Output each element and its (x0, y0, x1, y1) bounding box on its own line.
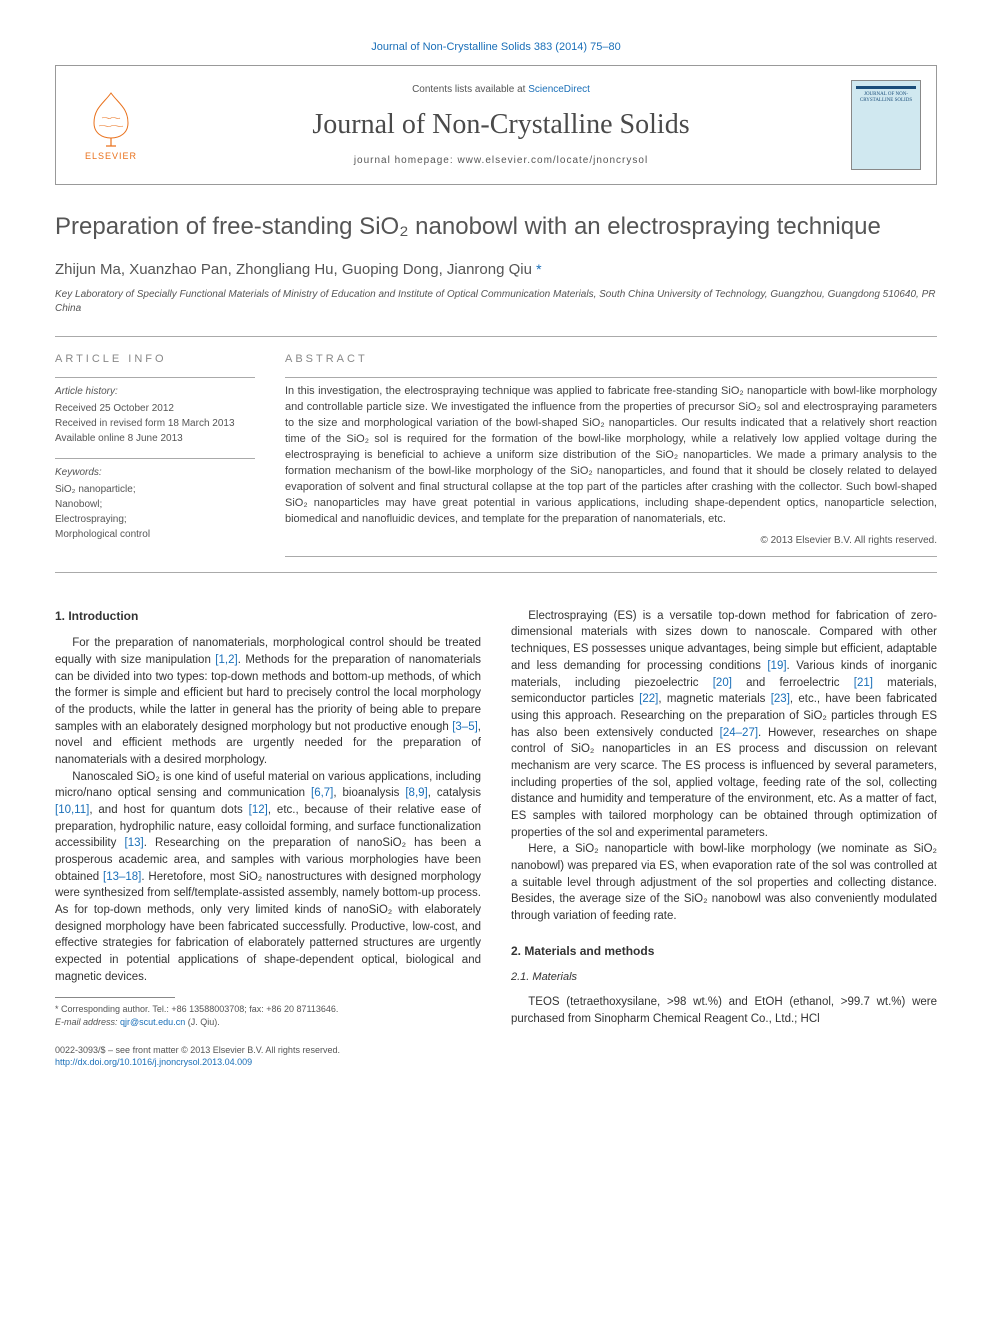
citation-link[interactable]: [24–27] (720, 727, 758, 739)
history-line: Available online 8 June 2013 (55, 431, 255, 446)
email-link[interactable]: qjr@scut.edu.cn (120, 1017, 185, 1027)
header-center: Contents lists available at ScienceDirec… (151, 83, 851, 168)
elsevier-logo: ELSEVIER (71, 88, 151, 163)
text: , catalysis (428, 787, 481, 799)
elsevier-tree-icon (84, 88, 139, 148)
text: , and host for quantum dots (89, 804, 248, 816)
keyword: SiO₂ nanoparticle; (55, 482, 255, 497)
citation-link[interactable]: [22] (639, 693, 658, 705)
article-info-heading: ARTICLE INFO (55, 352, 255, 367)
intro-heading: 1. Introduction (55, 608, 481, 625)
divider (285, 556, 937, 557)
email-label: E-mail address: (55, 1017, 120, 1027)
abstract-copyright: © 2013 Elsevier B.V. All rights reserved… (285, 534, 937, 548)
methods-heading: 2. Materials and methods (511, 943, 937, 960)
abstract: ABSTRACT In this investigation, the elec… (285, 352, 937, 557)
abstract-text: In this investigation, the electrosprayi… (285, 384, 937, 527)
paragraph: Nanoscaled SiO₂ is one kind of useful ma… (55, 769, 481, 986)
text: . However, researches on shape control o… (511, 727, 937, 839)
right-column: Electrospraying (ES) is a versatile top-… (511, 608, 937, 1069)
keywords-block: Keywords: SiO₂ nanoparticle; Nanobowl; E… (55, 465, 255, 542)
contents-prefix: Contents lists available at (412, 84, 528, 95)
journal-name: Journal of Non-Crystalline Solids (151, 105, 851, 144)
divider (285, 377, 937, 378)
citation-link[interactable]: [3–5] (452, 721, 478, 733)
text: and ferroelectric (732, 677, 854, 689)
citation-link[interactable]: [13] (125, 837, 144, 849)
info-abstract-row: ARTICLE INFO Article history: Received 2… (55, 352, 937, 557)
author-list: Zhijun Ma, Xuanzhao Pan, Zhongliang Hu, … (55, 259, 937, 280)
corr-tel-fax: * Corresponding author. Tel.: +86 135880… (55, 1003, 481, 1016)
email-suffix: (J. Qiu). (185, 1017, 220, 1027)
corresponding-footnote: * Corresponding author. Tel.: +86 135880… (55, 1003, 481, 1028)
citation-line: Journal of Non-Crystalline Solids 383 (2… (55, 40, 937, 55)
abstract-heading: ABSTRACT (285, 352, 937, 367)
article-info: ARTICLE INFO Article history: Received 2… (55, 352, 255, 557)
keyword: Morphological control (55, 527, 255, 542)
citation-link[interactable]: [6,7] (311, 787, 333, 799)
issn-line: 0022-3093/$ – see front matter © 2013 El… (55, 1044, 481, 1057)
divider (55, 377, 255, 378)
text: , bioanalysis (333, 787, 405, 799)
divider (55, 458, 255, 459)
corresponding-mark[interactable]: * (536, 261, 541, 277)
email-line: E-mail address: qjr@scut.edu.cn (J. Qiu)… (55, 1016, 481, 1029)
cover-bar-icon (856, 86, 916, 89)
homepage-url[interactable]: www.elsevier.com/locate/jnoncrysol (457, 155, 648, 166)
paragraph: Here, a SiO₂ nanoparticle with bowl-like… (511, 841, 937, 924)
text: , magnetic materials (658, 693, 770, 705)
affiliation: Key Laboratory of Specially Functional M… (55, 288, 937, 316)
footnote-divider (55, 997, 175, 998)
body-columns: 1. Introduction For the preparation of n… (55, 608, 937, 1069)
materials-subheading: 2.1. Materials (511, 970, 937, 986)
citation-link[interactable]: [19] (767, 660, 786, 672)
divider (55, 336, 937, 337)
cover-text: JOURNAL OF NON-CRYSTALLINE SOLIDS (852, 92, 920, 103)
text: . Heretofore, most SiO₂ nanostructures w… (55, 871, 481, 983)
keywords-label: Keywords: (55, 465, 255, 480)
paragraph: Electrospraying (ES) is a versatile top-… (511, 608, 937, 841)
citation-link[interactable]: [8,9] (405, 787, 427, 799)
divider (55, 572, 937, 573)
citation-link[interactable]: [13–18] (103, 871, 141, 883)
contents-line: Contents lists available at ScienceDirec… (151, 83, 851, 97)
journal-cover-thumbnail: JOURNAL OF NON-CRYSTALLINE SOLIDS (851, 80, 921, 170)
history-block: Article history: Received 25 October 201… (55, 384, 255, 446)
history-line: Received 25 October 2012 (55, 401, 255, 416)
paragraph: For the preparation of nanomaterials, mo… (55, 635, 481, 768)
citation-link[interactable]: [1,2] (215, 654, 237, 666)
doi-link[interactable]: http://dx.doi.org/10.1016/j.jnoncrysol.2… (55, 1057, 252, 1067)
citation-link[interactable]: [10,11] (55, 804, 89, 816)
homepage-prefix: journal homepage: (354, 155, 458, 166)
history-line: Received in revised form 18 March 2013 (55, 416, 255, 431)
citation-link[interactable]: [21] (854, 677, 873, 689)
citation-link[interactable]: [12] (249, 804, 268, 816)
journal-homepage: journal homepage: www.elsevier.com/locat… (151, 154, 851, 168)
citation-link[interactable]: [23] (771, 693, 790, 705)
authors-text: Zhijun Ma, Xuanzhao Pan, Zhongliang Hu, … (55, 261, 536, 278)
sciencedirect-link[interactable]: ScienceDirect (528, 84, 590, 95)
paragraph: TEOS (tetraethoxysilane, >98 wt.%) and E… (511, 994, 937, 1027)
keyword: Electrospraying; (55, 512, 255, 527)
history-label: Article history: (55, 384, 255, 399)
citation-link[interactable]: [20] (713, 677, 732, 689)
journal-header: ELSEVIER Contents lists available at Sci… (55, 65, 937, 185)
keyword: Nanobowl; (55, 497, 255, 512)
left-column: 1. Introduction For the preparation of n… (55, 608, 481, 1069)
elsevier-label: ELSEVIER (85, 150, 137, 163)
article-title: Preparation of free-standing SiO₂ nanobo… (55, 210, 937, 244)
bottom-meta: 0022-3093/$ – see front matter © 2013 El… (55, 1044, 481, 1069)
